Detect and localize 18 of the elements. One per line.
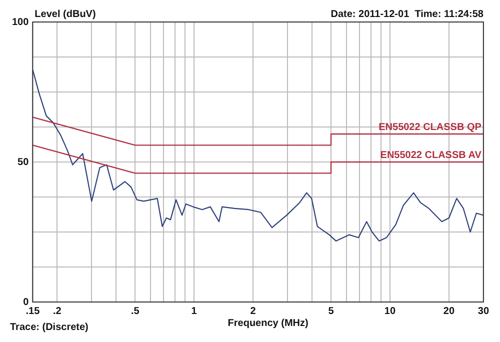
x-tick-label: .5 [130,306,140,317]
x-tick-label: 30 [478,306,490,317]
x-axis-title: Frequency (MHz) [228,318,308,329]
y-axis-title: Level (dBuV) [34,8,96,20]
x-tick-label: .2 [52,306,62,317]
y-tick-label: 50 [18,156,30,168]
x-tick-label: 1 [191,306,198,317]
series-label: EN55022 CLASSB AV [380,150,482,161]
series-label: EN55022 CLASSB QP [378,122,482,133]
text: Date: 2011-12-01 Time: 11:24:58 [330,8,484,20]
text: Trace: (Discrete) [10,322,88,333]
x-tick-label: 10 [384,306,396,317]
y-tick-label: 0 [23,296,30,308]
x-tick-label: 2 [250,306,256,317]
y-tick-label: 100 [12,16,30,28]
x-tick-label: 5 [328,306,334,317]
x-tick-label: .15 [26,306,40,317]
x-tick-label: 20 [443,306,455,317]
